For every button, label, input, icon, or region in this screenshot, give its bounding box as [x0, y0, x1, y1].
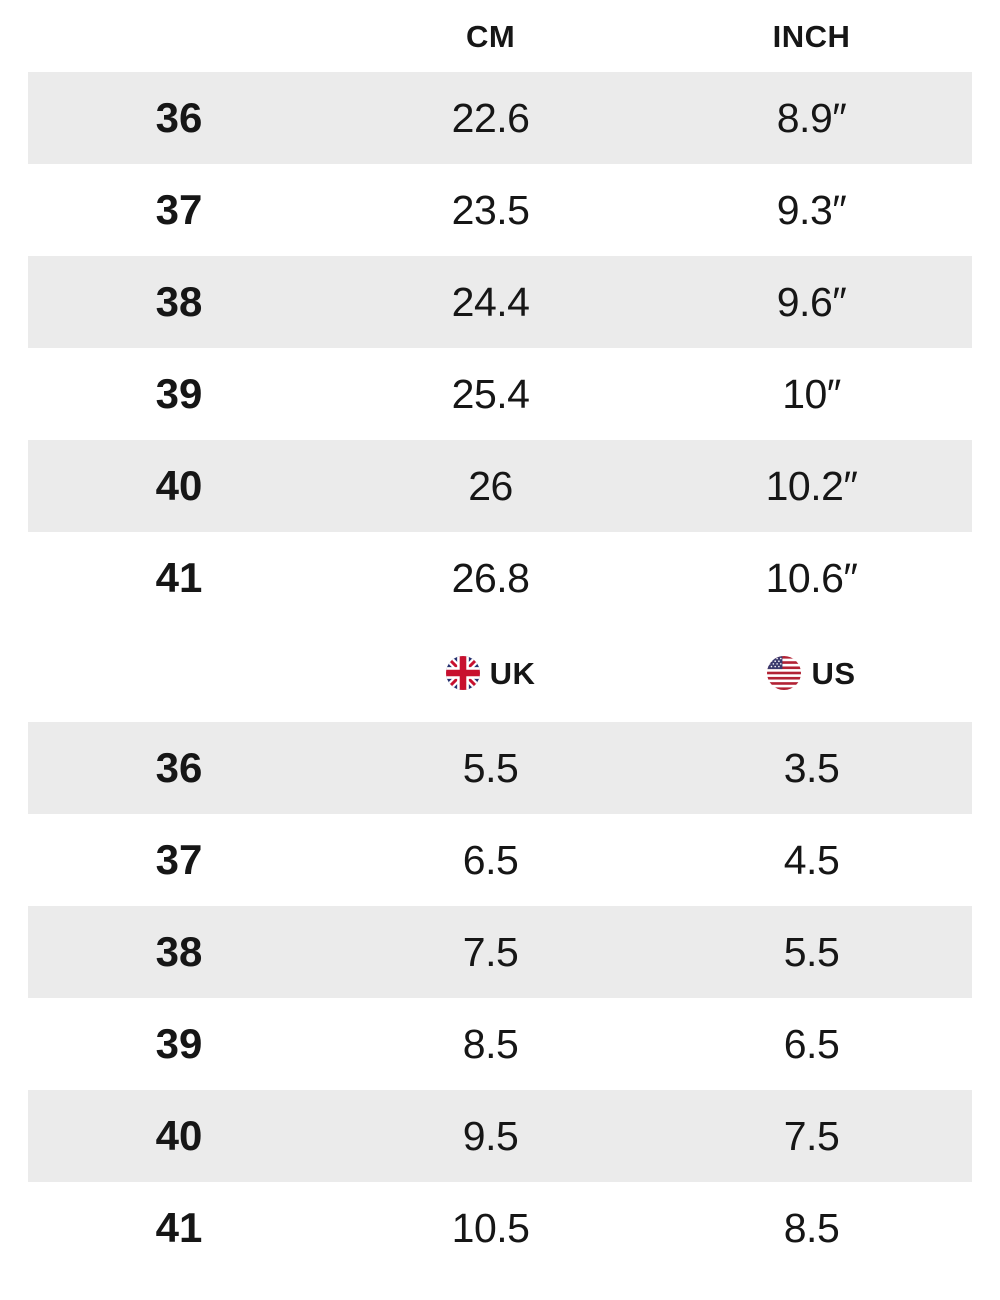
table-row: 41 10.5 8.5 — [28, 1182, 972, 1274]
table-row: 38 24.4 9.6″ — [28, 256, 972, 348]
uk-cell: 8.5 — [462, 1020, 519, 1067]
inch-cell: 10.2″ — [765, 462, 858, 509]
inch-cell: 9.6″ — [776, 278, 847, 325]
size-cell: 41 — [155, 1204, 203, 1251]
uk-cell: 6.5 — [462, 836, 519, 883]
cm-cell: 26.8 — [451, 554, 530, 601]
us-cell: 6.5 — [783, 1020, 840, 1067]
cm-cell: 24.4 — [451, 278, 530, 325]
us-column-header: US — [651, 656, 972, 690]
uk-us-header-row: UK — [28, 624, 972, 722]
size-cell: 41 — [155, 554, 203, 601]
table-row: 38 7.5 5.5 — [28, 906, 972, 998]
uk-cell: 10.5 — [451, 1204, 530, 1251]
cm-inch-table: CM INCH 36 22.6 8.9″ 37 23.5 9.3″ 38 24.… — [28, 0, 972, 624]
uk-cell: 9.5 — [462, 1112, 519, 1159]
cm-cell: 22.6 — [451, 94, 530, 141]
cm-inch-table-body: 36 22.6 8.9″ 37 23.5 9.3″ 38 24.4 9.6″ 3… — [28, 72, 972, 624]
us-cell: 3.5 — [783, 744, 840, 791]
uk-cell: 5.5 — [462, 744, 519, 791]
table-row: 37 6.5 4.5 — [28, 814, 972, 906]
size-cell: 36 — [155, 744, 203, 791]
table-row: 36 5.5 3.5 — [28, 722, 972, 814]
size-cell: 37 — [155, 186, 203, 233]
cm-column-header: CM — [465, 18, 516, 54]
uk-column-label: UK — [489, 655, 536, 691]
inch-cell: 9.3″ — [776, 186, 847, 233]
table-row: 39 25.4 10″ — [28, 348, 972, 440]
table-row: 39 8.5 6.5 — [28, 998, 972, 1090]
size-cell: 40 — [155, 1112, 203, 1159]
size-cell: 39 — [155, 370, 203, 417]
us-cell: 7.5 — [783, 1112, 840, 1159]
table-row: 40 9.5 7.5 — [28, 1090, 972, 1182]
us-cell: 4.5 — [783, 836, 840, 883]
us-column-label: US — [811, 655, 856, 691]
size-cell: 40 — [155, 462, 203, 509]
us-flag-icon — [767, 656, 802, 690]
size-cell: 36 — [155, 94, 203, 141]
table-row: 40 26 10.2″ — [28, 440, 972, 532]
size-cell: 39 — [155, 1020, 203, 1067]
cm-cell: 25.4 — [451, 370, 530, 417]
size-cell: 38 — [155, 278, 203, 325]
table-row: 36 22.6 8.9″ — [28, 72, 972, 164]
cm-cell: 26 — [468, 462, 513, 509]
inch-column-header: INCH — [772, 18, 851, 54]
uk-column-header: UK — [330, 656, 651, 690]
cm-inch-header-row: CM INCH — [28, 0, 972, 72]
cm-cell: 23.5 — [451, 186, 530, 233]
size-cell: 38 — [155, 928, 203, 975]
uk-us-table: UK — [28, 624, 972, 1274]
inch-cell: 8.9″ — [776, 94, 847, 141]
table-row: 41 26.8 10.6″ — [28, 532, 972, 624]
size-cell: 37 — [155, 836, 203, 883]
inch-cell: 10″ — [782, 370, 841, 417]
inch-cell: 10.6″ — [765, 554, 858, 601]
uk-us-table-body: 36 5.5 3.5 37 6.5 4.5 38 7.5 5.5 39 8.5 … — [28, 722, 972, 1274]
table-row: 37 23.5 9.3″ — [28, 164, 972, 256]
uk-flag-icon — [445, 656, 480, 690]
us-cell: 8.5 — [783, 1204, 840, 1251]
us-cell: 5.5 — [783, 928, 840, 975]
uk-cell: 7.5 — [462, 928, 519, 975]
